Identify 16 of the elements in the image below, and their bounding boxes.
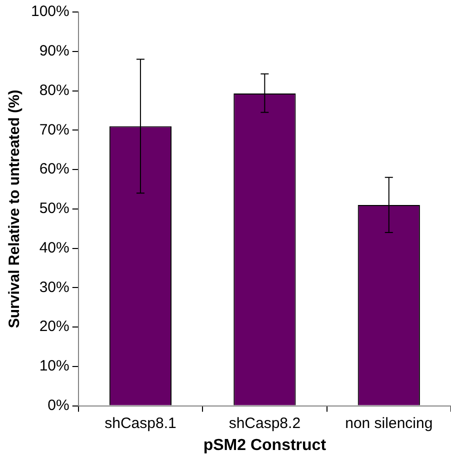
y-tick-label: 90% xyxy=(39,42,70,60)
y-tick-label: 100% xyxy=(30,3,70,20)
y-tick-label: 70% xyxy=(39,121,70,138)
x-tick-label: shCasp8.1 xyxy=(104,414,176,432)
y-axis-title: Survival Relative to untreated (%) xyxy=(6,90,24,328)
x-axis-title: pSM2 Construct xyxy=(203,436,327,454)
x-tick-label: shCasp8.2 xyxy=(228,414,301,432)
y-tick-label: 0% xyxy=(48,396,70,414)
y-tick-label: 40% xyxy=(39,239,70,256)
y-tick-label: 60% xyxy=(39,160,70,178)
y-tick-label: 20% xyxy=(39,318,70,336)
y-tick-label: 30% xyxy=(39,278,70,296)
x-tick-label: non silencing xyxy=(345,414,433,432)
y-tick-label: 10% xyxy=(39,358,70,375)
y-tick-label: 50% xyxy=(39,200,70,218)
y-tick-label: 80% xyxy=(39,82,70,99)
